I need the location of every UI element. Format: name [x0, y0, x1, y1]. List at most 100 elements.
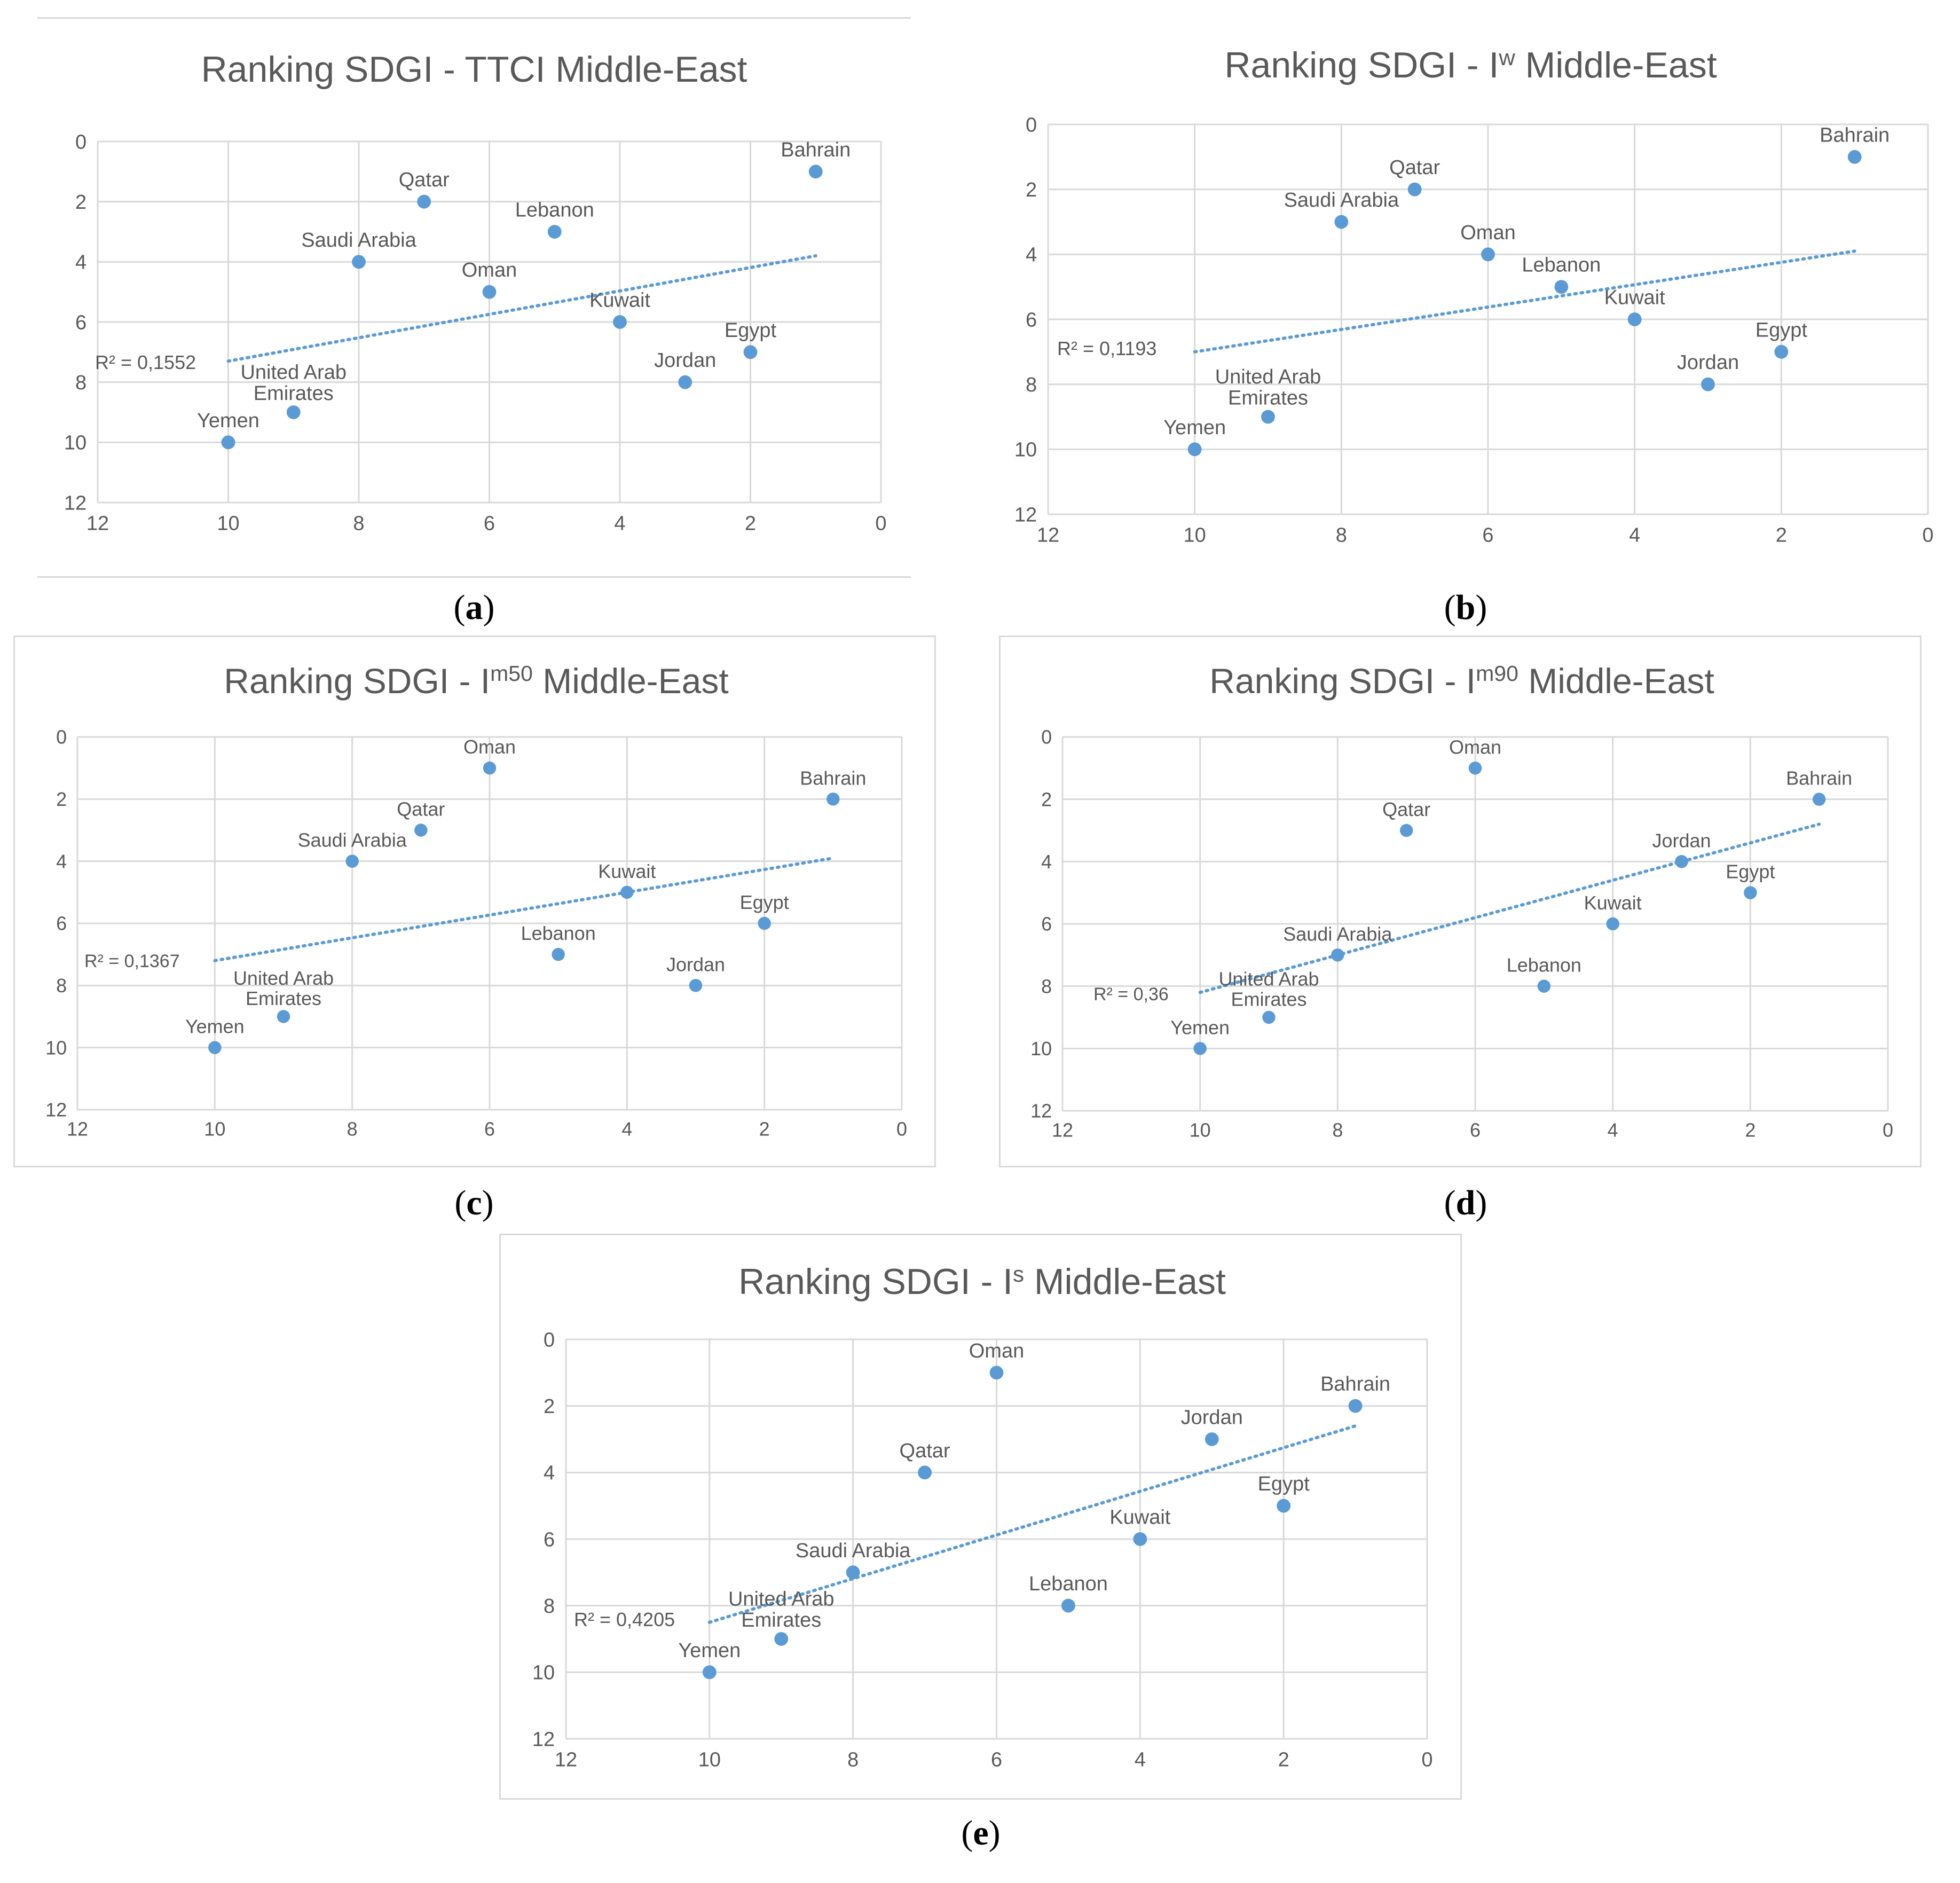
chart-panel-e: Ranking SDGI - Is Middle-East 12 10 8 6 4 2 0 0 2…	[499, 1234, 1462, 1800]
r-squared-label: R² = 0,1193	[1057, 338, 1156, 359]
point-label: Lebanon	[1029, 1573, 1108, 1595]
y-tick-label: 8	[75, 372, 86, 394]
point-label: Egypt	[725, 319, 777, 342]
data-point	[826, 793, 840, 806]
x-tick-label: 12	[86, 512, 109, 535]
x-tick-label: 8	[347, 1118, 358, 1140]
chart-panel-c: Ranking SDGI - Im50 Middle-East 12 10 8 6 4 2 0…	[13, 635, 936, 1167]
data-point	[1701, 377, 1715, 391]
data-point	[1399, 823, 1413, 837]
y-tick-label: 6	[1041, 913, 1052, 935]
x-tick-label: 10	[1184, 524, 1206, 546]
caption-e: (e)	[961, 1814, 1001, 1853]
point-label: United Arab Emirates	[1218, 968, 1319, 1010]
point-label: Kuwait	[598, 860, 656, 882]
y-tick-label: 12	[532, 1728, 555, 1751]
y-tick-label: 12	[1014, 504, 1037, 526]
y-tick-label: 0	[1041, 726, 1052, 748]
data-point	[352, 255, 366, 269]
data-point	[702, 1665, 717, 1680]
x-tick-label: 12	[1052, 1119, 1073, 1141]
x-tick-label: 10	[217, 512, 239, 535]
data-point	[743, 345, 758, 359]
point-label: United Arab Emirates	[233, 967, 334, 1009]
data-point	[846, 1565, 860, 1580]
y-tick-label: 10	[1030, 1038, 1052, 1060]
data-point	[1675, 855, 1688, 868]
point-label: Jordan	[1677, 351, 1739, 374]
x-tick-label: 2	[745, 512, 756, 535]
data-point	[1277, 1498, 1291, 1513]
point-label: Qatar	[397, 798, 445, 820]
r-squared-label: R² = 0,1367	[84, 951, 180, 971]
data-point	[1261, 410, 1275, 424]
x-tick-label: 8	[353, 512, 364, 535]
point-label: Yemen	[1163, 417, 1226, 439]
data-point	[482, 285, 497, 299]
point-label: Yemen	[1170, 1016, 1230, 1038]
point-label: Egypt	[1756, 319, 1808, 341]
data-point	[1407, 182, 1422, 197]
x-tick-label: 12	[1037, 524, 1059, 546]
y-tick-label: 2	[75, 191, 86, 214]
data-point	[1847, 150, 1862, 164]
y-tick-label: 8	[1026, 374, 1037, 396]
scatter-svg: Ranking SDGI - TTCI Middle-East 12 10 8 6 4 2 0…	[64, 49, 887, 535]
point-label: Saudi Arabia	[1283, 923, 1392, 945]
data-point	[1133, 1532, 1147, 1546]
trendline	[213, 856, 835, 962]
point-label: Egypt	[1726, 861, 1775, 883]
data-point	[1348, 1399, 1363, 1413]
data-point	[613, 315, 627, 329]
data-point	[1331, 948, 1344, 962]
point-label: Saudi Arabia	[301, 229, 416, 252]
point-label: Qatar	[900, 1440, 950, 1462]
caption-a: (a)	[453, 588, 495, 627]
y-tick-label: 0	[544, 1329, 555, 1351]
caption-c: (c)	[454, 1183, 494, 1222]
x-tick-label: 4	[621, 1118, 632, 1140]
y-tick-label: 2	[1041, 788, 1052, 810]
y-tick-label: 8	[1041, 975, 1052, 997]
data-point	[1774, 344, 1789, 359]
point-label: Bahrain	[800, 767, 866, 789]
point-label: Kuwait	[1109, 1507, 1170, 1529]
x-tick-label: 10	[698, 1748, 721, 1771]
data-point	[1606, 917, 1619, 931]
data-point	[1481, 247, 1495, 262]
data-point	[552, 947, 565, 961]
y-tick-label: 4	[1041, 851, 1052, 873]
y-tick-label: 2	[1026, 179, 1037, 201]
chart-panel-d: Ranking SDGI - Im90 Middle-East 12 10 8 6 4 2 0…	[999, 635, 1922, 1167]
scatter-svg: Ranking SDGI - Im90 Middle-East 12 10 8 6 4 2 0…	[1030, 661, 1893, 1141]
point-label: Qatar	[1389, 156, 1440, 179]
data-point	[483, 761, 497, 775]
chart-panel-a: Ranking SDGI - TTCI Middle-East 12 10 8 6 4 2 0…	[37, 17, 911, 578]
data-point	[345, 854, 359, 868]
data-point	[1554, 280, 1569, 294]
point-label: Lebanon	[515, 199, 594, 222]
y-tick-label: 8	[56, 975, 67, 997]
data-point	[989, 1366, 1004, 1380]
point-label: Saudi Arabia	[1284, 189, 1399, 211]
caption-d: (d)	[1444, 1183, 1487, 1222]
data-point	[1537, 979, 1551, 993]
caption-b: (b)	[1444, 588, 1487, 627]
point-label: Oman	[969, 1340, 1024, 1362]
data-point	[1468, 762, 1482, 775]
x-tick-label: 2	[1745, 1119, 1756, 1141]
data-point	[620, 885, 634, 899]
point-label: Egypt	[740, 891, 789, 913]
y-tick-label: 2	[544, 1395, 555, 1418]
point-label: Yemen	[197, 410, 259, 432]
x-tick-label: 6	[484, 1118, 495, 1140]
chart-title: Ranking SDGI - Is Middle-East	[738, 1261, 1226, 1303]
data-point	[1627, 312, 1642, 326]
data-point	[1812, 793, 1826, 806]
point-label: United Arab Emirates	[1215, 366, 1321, 410]
trendline	[226, 254, 817, 363]
y-tick-label: 4	[75, 252, 86, 274]
y-tick-label: 2	[56, 788, 67, 810]
scatter-svg: Ranking SDGI - Is Middle-East 12 10 8 6 4 2 0 0 2…	[532, 1261, 1433, 1771]
point-label: Kuwait	[1584, 892, 1642, 914]
